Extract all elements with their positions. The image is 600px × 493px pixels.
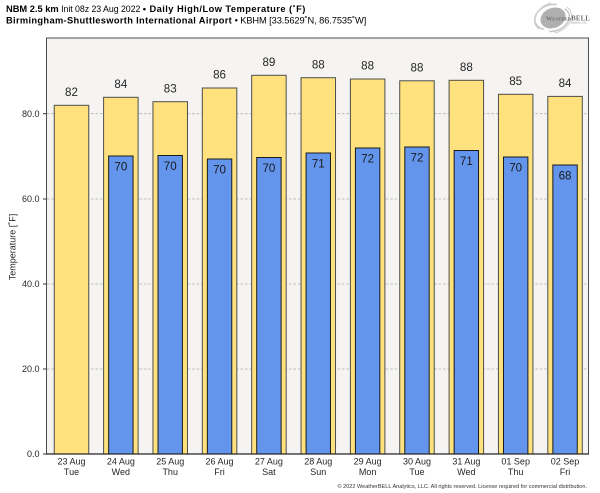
svg-text:Tue: Tue — [64, 467, 79, 477]
svg-text:29 Aug: 29 Aug — [354, 457, 382, 467]
svg-text:Mon: Mon — [359, 467, 377, 477]
svg-text:28 Aug: 28 Aug — [304, 457, 332, 467]
svg-text:70: 70 — [509, 162, 522, 175]
svg-text:30 Aug: 30 Aug — [403, 457, 431, 467]
svg-text:Sun: Sun — [310, 467, 326, 477]
svg-text:40.0: 40.0 — [22, 279, 40, 289]
svg-text:72: 72 — [361, 153, 374, 166]
svg-text:Wed: Wed — [112, 467, 130, 477]
svg-text:88: 88 — [312, 58, 325, 71]
svg-text:72: 72 — [411, 152, 424, 165]
svg-text:20.0: 20.0 — [22, 364, 40, 374]
svg-text:88: 88 — [361, 60, 374, 73]
svg-text:84: 84 — [559, 77, 572, 90]
svg-text:Analytics LLC: Analytics LLC — [571, 22, 588, 25]
svg-text:Birmingham-Shuttlesworth Inter: Birmingham-Shuttlesworth International A… — [6, 15, 366, 25]
svg-text:23 Aug: 23 Aug — [57, 457, 85, 467]
svg-text:0.0: 0.0 — [27, 449, 40, 459]
svg-text:70: 70 — [262, 162, 275, 175]
svg-text:Sat: Sat — [262, 467, 276, 477]
svg-text:27 Aug: 27 Aug — [255, 457, 283, 467]
svg-text:60.0: 60.0 — [22, 194, 40, 204]
svg-text:86: 86 — [213, 69, 226, 82]
svg-text:85: 85 — [509, 75, 522, 88]
svg-text:24 Aug: 24 Aug — [107, 457, 135, 467]
svg-text:71: 71 — [312, 158, 325, 171]
svg-text:88: 88 — [411, 61, 424, 74]
svg-text:70: 70 — [213, 164, 226, 177]
svg-text:26 Aug: 26 Aug — [206, 457, 234, 467]
svg-text:88: 88 — [460, 61, 473, 74]
svg-text:70: 70 — [164, 160, 177, 173]
svg-text:89: 89 — [262, 56, 275, 69]
svg-text:25 Aug: 25 Aug — [156, 457, 184, 467]
svg-text:31 Aug: 31 Aug — [452, 457, 480, 467]
svg-text:Wed: Wed — [457, 467, 475, 477]
svg-text:01 Sep: 01 Sep — [501, 457, 530, 467]
svg-text:70: 70 — [114, 161, 127, 174]
svg-text:Fri: Fri — [560, 467, 571, 477]
svg-text:Tue: Tue — [409, 467, 424, 477]
svg-text:82: 82 — [65, 86, 78, 99]
svg-text:Temperature [˚F]: Temperature [˚F] — [8, 214, 18, 281]
svg-text:NBM 2.5 km Init 08z 23 Aug 202: NBM 2.5 km Init 08z 23 Aug 2022 • Daily … — [6, 4, 306, 14]
svg-text:Fri: Fri — [214, 467, 225, 477]
svg-text:Thu: Thu — [162, 467, 178, 477]
svg-text:80.0: 80.0 — [22, 109, 40, 119]
svg-text:71: 71 — [460, 155, 473, 168]
svg-text:Thu: Thu — [508, 467, 524, 477]
svg-text:02 Sep: 02 Sep — [551, 457, 580, 467]
svg-text:84: 84 — [114, 78, 127, 91]
svg-text:WEATHERBELL: WEATHERBELL — [546, 16, 590, 23]
svg-text:83: 83 — [164, 82, 177, 95]
svg-text:68: 68 — [559, 170, 572, 183]
svg-text:© 2022 WeatherBELL Analytics,: © 2022 WeatherBELL Analytics, LLC. All r… — [337, 483, 587, 490]
